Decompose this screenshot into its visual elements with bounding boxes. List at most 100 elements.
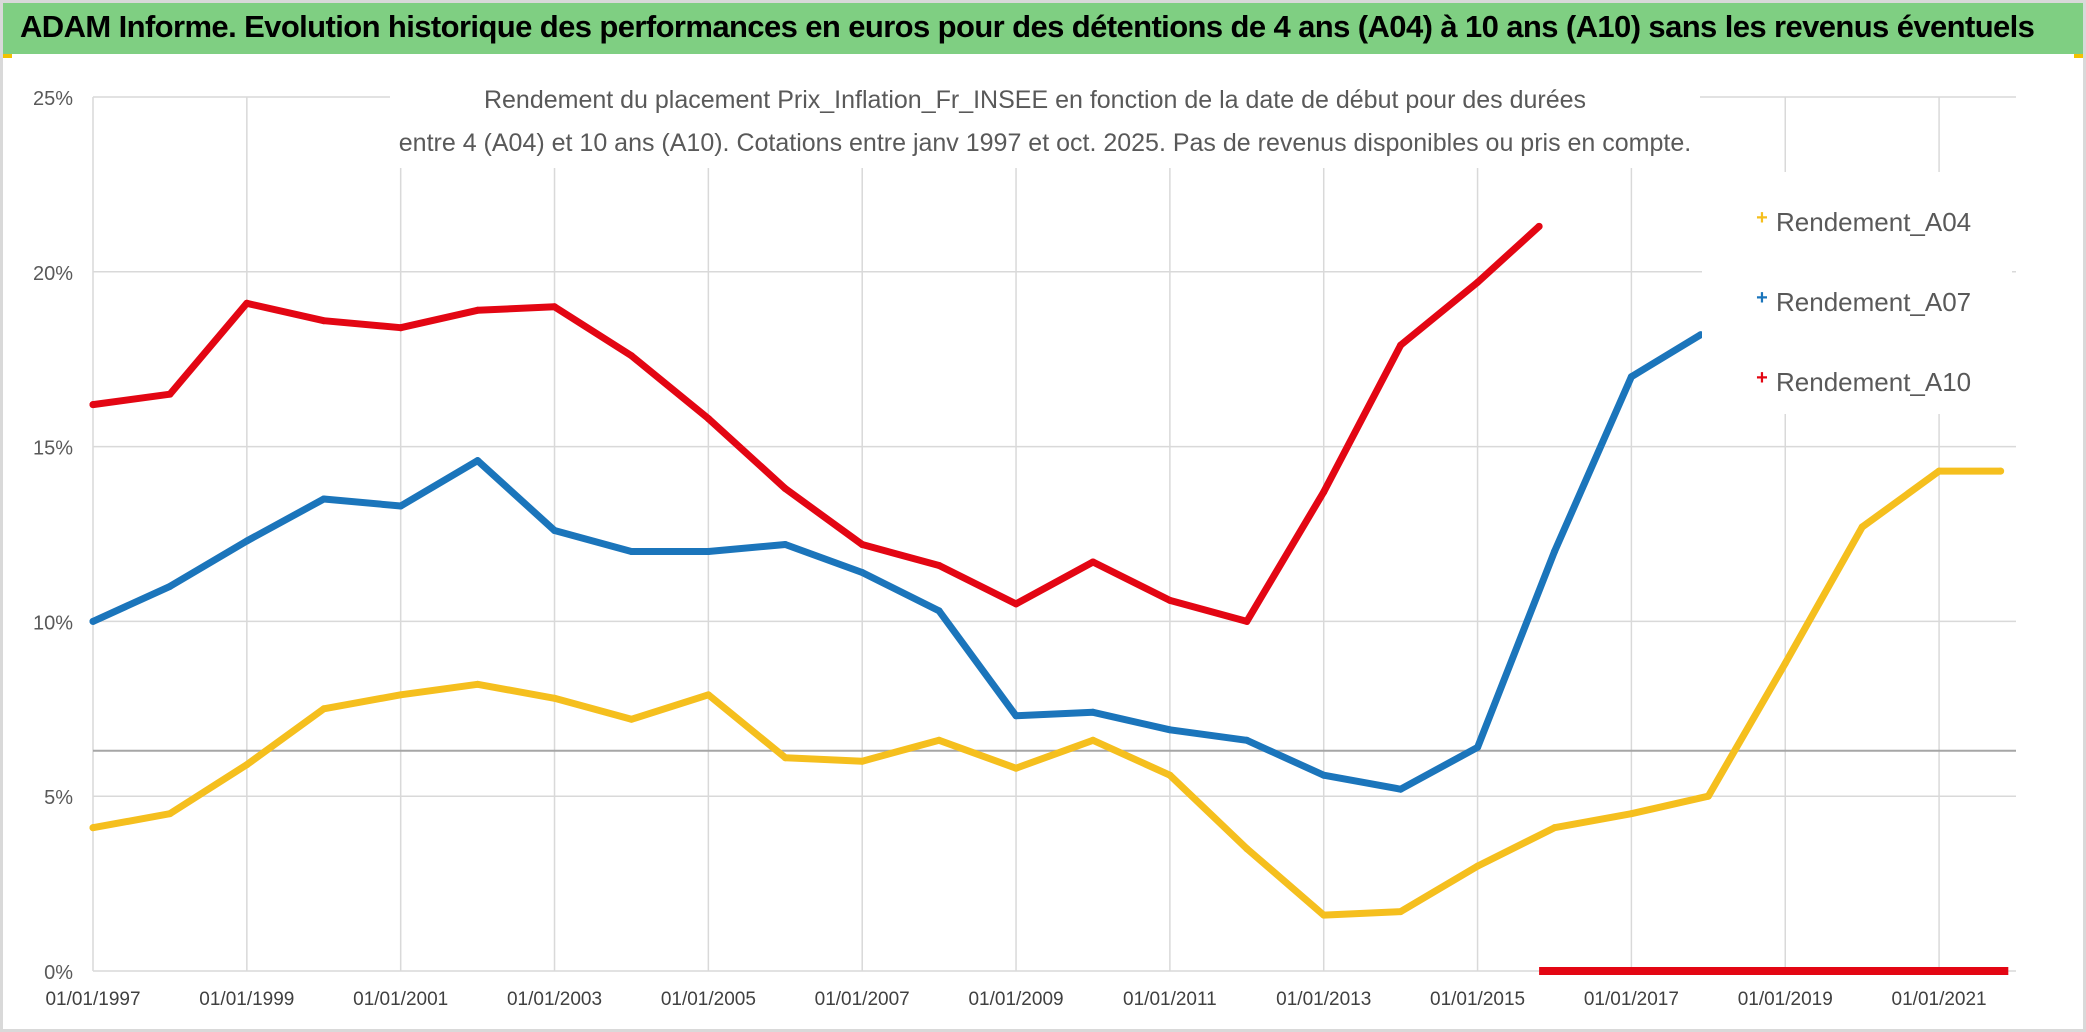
legend: + Rendement_A04 + Rendement_A07 + Rendement_A… (1702, 172, 2012, 414)
data-point-Rendement_A04 (858, 757, 866, 765)
data-point-Rendement_A04 (1997, 467, 2005, 475)
data-point-Rendement_A07 (89, 617, 97, 625)
y-tick-label: 10% (33, 612, 73, 634)
x-tick-label: 01/01/1999 (199, 989, 294, 1010)
data-point-Rendement_A10 (397, 324, 405, 332)
data-point-Rendement_A07 (320, 495, 328, 503)
legend-marker: + (1756, 287, 1768, 309)
series-line-Rendement_A04 (89, 467, 2005, 919)
data-point-Rendement_A07 (627, 547, 635, 555)
y-tick-label: 20% (33, 263, 73, 285)
data-point-Rendement_A10 (1474, 278, 1482, 286)
data-point-Rendement_A10 (704, 415, 712, 423)
legend-label: Rendement_A10 (1776, 367, 1971, 397)
x-tick-label: 01/01/2005 (661, 989, 756, 1010)
chart-title-background (390, 78, 1700, 168)
y-axis: 0% 5% 10% 15% 20% 25% (33, 88, 73, 984)
x-tick-label: 01/01/2007 (815, 989, 910, 1010)
data-point-Rendement_A04 (89, 824, 97, 832)
data-point-Rendement_A04 (166, 810, 174, 818)
data-point-Rendement_A10 (1243, 617, 1251, 625)
legend-marker: + (1756, 367, 1768, 389)
data-point-Rendement_A07 (781, 540, 789, 548)
x-tick-label: 01/01/2011 (1123, 989, 1217, 1010)
data-point-Rendement_A04 (627, 715, 635, 723)
data-point-Rendement_A04 (935, 736, 943, 744)
series-lines (89, 222, 2009, 975)
data-point-Rendement_A10 (166, 390, 174, 398)
x-tick-label: 01/01/2009 (968, 989, 1063, 1010)
data-point-Rendement_A07 (1166, 726, 1174, 734)
data-point-Rendement_A10 (320, 317, 328, 325)
data-point-Rendement_A07 (1397, 785, 1405, 793)
data-point-Rendement_A10 (243, 299, 251, 307)
legend-background (1702, 172, 2012, 414)
y-tick-label: 0% (44, 962, 73, 984)
x-tick-label: 01/01/1997 (45, 989, 140, 1010)
data-point-Rendement_A10 (1397, 341, 1405, 349)
data-point-Rendement_A10 (627, 352, 635, 360)
data-point-Rendement_A04 (704, 691, 712, 699)
series-line-Rendement_A10 (89, 222, 1543, 625)
data-point-Rendement_A04 (1704, 792, 1712, 800)
data-point-Rendement_A07 (1550, 547, 1558, 555)
data-point-Rendement_A10 (551, 303, 559, 311)
data-point-Rendement_A04 (1627, 810, 1635, 818)
data-point-Rendement_A04 (1320, 911, 1328, 919)
x-tick-label: 01/01/2015 (1430, 989, 1525, 1010)
data-point-Rendement_A07 (1012, 712, 1020, 720)
data-point-Rendement_A04 (1858, 523, 1866, 531)
data-point-Rendement_A07 (704, 547, 712, 555)
y-tick-label: 25% (33, 88, 73, 110)
data-point-Rendement_A07 (935, 607, 943, 615)
legend-label: Rendement_A04 (1776, 207, 1971, 237)
corner-mark-right (2074, 54, 2086, 58)
chart-title-line-2: entre 4 (A04) et 10 ans (A10). Cotations… (399, 129, 1691, 157)
data-point-Rendement_A10 (1166, 596, 1174, 604)
corner-mark-left (0, 54, 12, 58)
data-point-Rendement_A04 (1474, 862, 1482, 870)
data-point-Rendement_A04 (1550, 824, 1558, 832)
legend-marker: + (1756, 207, 1768, 229)
series-line-Rendement_A07 (89, 331, 1705, 793)
data-point-Rendement_A04 (1166, 771, 1174, 779)
data-point-Rendement_A04 (1012, 764, 1020, 772)
x-axis: 01/01/1997 01/01/1999 01/01/2001 01/01/2003… (45, 989, 1986, 1010)
chart-title: Rendement du placement Prix_Inflation_Fr… (390, 78, 1700, 168)
x-tick-label: 01/01/2001 (353, 989, 448, 1010)
data-point-Rendement_A07 (1474, 743, 1482, 751)
data-point-Rendement_A10 (1320, 488, 1328, 496)
x-tick-label: 01/01/2017 (1584, 989, 1679, 1010)
x-tick-label: 01/01/2019 (1738, 989, 1833, 1010)
data-point-Rendement_A07 (1089, 708, 1097, 716)
data-point-Rendement_A04 (1089, 736, 1097, 744)
data-point-Rendement_A04 (1397, 908, 1405, 916)
data-point-Rendement_A04 (1781, 659, 1789, 667)
data-point-Rendement_A07 (474, 457, 482, 465)
data-point-Rendement_A07 (243, 537, 251, 545)
data-point-Rendement_A10 (1012, 600, 1020, 608)
data-point-Rendement_A07 (551, 527, 559, 535)
data-point-Rendement_A04 (1935, 467, 1943, 475)
y-tick-label: 15% (33, 438, 73, 460)
data-point-Rendement_A07 (1243, 736, 1251, 744)
data-point-Rendement_A07 (166, 582, 174, 590)
data-point-Rendement_A04 (243, 761, 251, 769)
data-point-Rendement_A04 (781, 754, 789, 762)
data-point-Rendement_A10 (1535, 222, 1543, 230)
data-point-Rendement_A04 (1243, 845, 1251, 853)
x-tick-label: 01/01/2013 (1276, 989, 1371, 1010)
data-point-Rendement_A07 (397, 502, 405, 510)
chart-title-line-1: Rendement du placement Prix_Inflation_Fr… (484, 86, 1586, 114)
data-point-Rendement_A10 (935, 561, 943, 569)
data-point-Rendement_A07 (1320, 771, 1328, 779)
data-point-Rendement_A04 (474, 680, 482, 688)
data-point-Rendement_A07 (858, 568, 866, 576)
data-point-Rendement_A10 (474, 306, 482, 314)
data-point-Rendement_A07 (1627, 373, 1635, 381)
x-tick-label: 01/01/2003 (507, 989, 602, 1010)
header-banner: ADAM Informe. Evolution historique des p… (0, 0, 2086, 54)
data-point-Rendement_A04 (397, 691, 405, 699)
data-point-Rendement_A10 (781, 485, 789, 493)
